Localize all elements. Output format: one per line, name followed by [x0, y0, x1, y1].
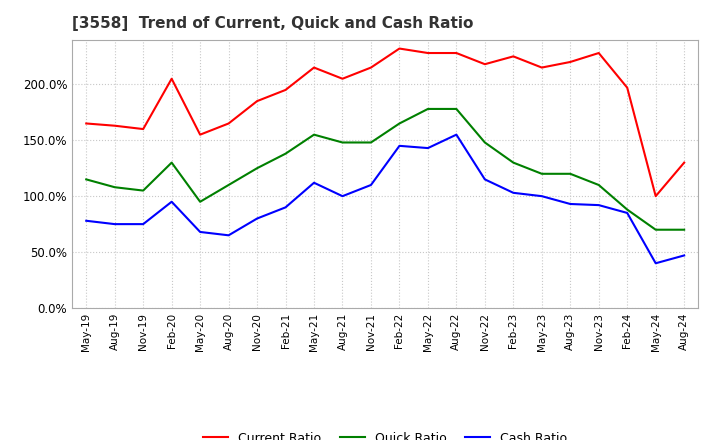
Current Ratio [282, 87, 290, 92]
Quick Ratio [338, 140, 347, 145]
Quick Ratio [282, 151, 290, 156]
Cash Ratio [680, 253, 688, 258]
Line: Quick Ratio: Quick Ratio [86, 109, 684, 230]
Cash Ratio [623, 210, 631, 216]
Cash Ratio [423, 146, 432, 151]
Quick Ratio [509, 160, 518, 165]
Cash Ratio [310, 180, 318, 185]
Current Ratio [310, 65, 318, 70]
Current Ratio [366, 65, 375, 70]
Cash Ratio [652, 260, 660, 266]
Current Ratio [338, 76, 347, 81]
Cash Ratio [225, 233, 233, 238]
Quick Ratio [423, 106, 432, 112]
Quick Ratio [652, 227, 660, 232]
Cash Ratio [366, 182, 375, 187]
Quick Ratio [196, 199, 204, 205]
Quick Ratio [680, 227, 688, 232]
Quick Ratio [595, 182, 603, 187]
Cash Ratio [595, 202, 603, 208]
Quick Ratio [566, 171, 575, 176]
Quick Ratio [452, 106, 461, 112]
Cash Ratio [480, 177, 489, 182]
Cash Ratio [509, 190, 518, 195]
Current Ratio [595, 50, 603, 55]
Quick Ratio [110, 185, 119, 190]
Current Ratio [167, 76, 176, 81]
Current Ratio [82, 121, 91, 126]
Cash Ratio [282, 205, 290, 210]
Current Ratio [480, 62, 489, 67]
Current Ratio [196, 132, 204, 137]
Quick Ratio [395, 121, 404, 126]
Cash Ratio [110, 221, 119, 227]
Current Ratio [253, 99, 261, 104]
Quick Ratio [253, 165, 261, 171]
Cash Ratio [253, 216, 261, 221]
Cash Ratio [566, 202, 575, 207]
Current Ratio [225, 121, 233, 126]
Current Ratio [395, 46, 404, 51]
Quick Ratio [623, 207, 631, 212]
Current Ratio [566, 59, 575, 65]
Current Ratio [139, 126, 148, 132]
Cash Ratio [82, 218, 91, 224]
Line: Cash Ratio: Cash Ratio [86, 135, 684, 263]
Quick Ratio [366, 140, 375, 145]
Current Ratio [423, 50, 432, 55]
Quick Ratio [537, 171, 546, 176]
Current Ratio [537, 65, 546, 70]
Current Ratio [623, 85, 631, 90]
Current Ratio [509, 54, 518, 59]
Cash Ratio [196, 229, 204, 235]
Cash Ratio [338, 194, 347, 199]
Quick Ratio [310, 132, 318, 137]
Quick Ratio [225, 182, 233, 187]
Current Ratio [680, 160, 688, 165]
Current Ratio [652, 194, 660, 199]
Legend: Current Ratio, Quick Ratio, Cash Ratio: Current Ratio, Quick Ratio, Cash Ratio [198, 427, 572, 440]
Current Ratio [110, 123, 119, 128]
Quick Ratio [139, 188, 148, 193]
Quick Ratio [82, 177, 91, 182]
Quick Ratio [480, 140, 489, 145]
Cash Ratio [537, 194, 546, 199]
Current Ratio [452, 50, 461, 55]
Cash Ratio [395, 143, 404, 148]
Cash Ratio [452, 132, 461, 137]
Text: [3558]  Trend of Current, Quick and Cash Ratio: [3558] Trend of Current, Quick and Cash … [72, 16, 473, 32]
Cash Ratio [167, 199, 176, 205]
Cash Ratio [139, 221, 148, 227]
Quick Ratio [167, 160, 176, 165]
Line: Current Ratio: Current Ratio [86, 48, 684, 196]
